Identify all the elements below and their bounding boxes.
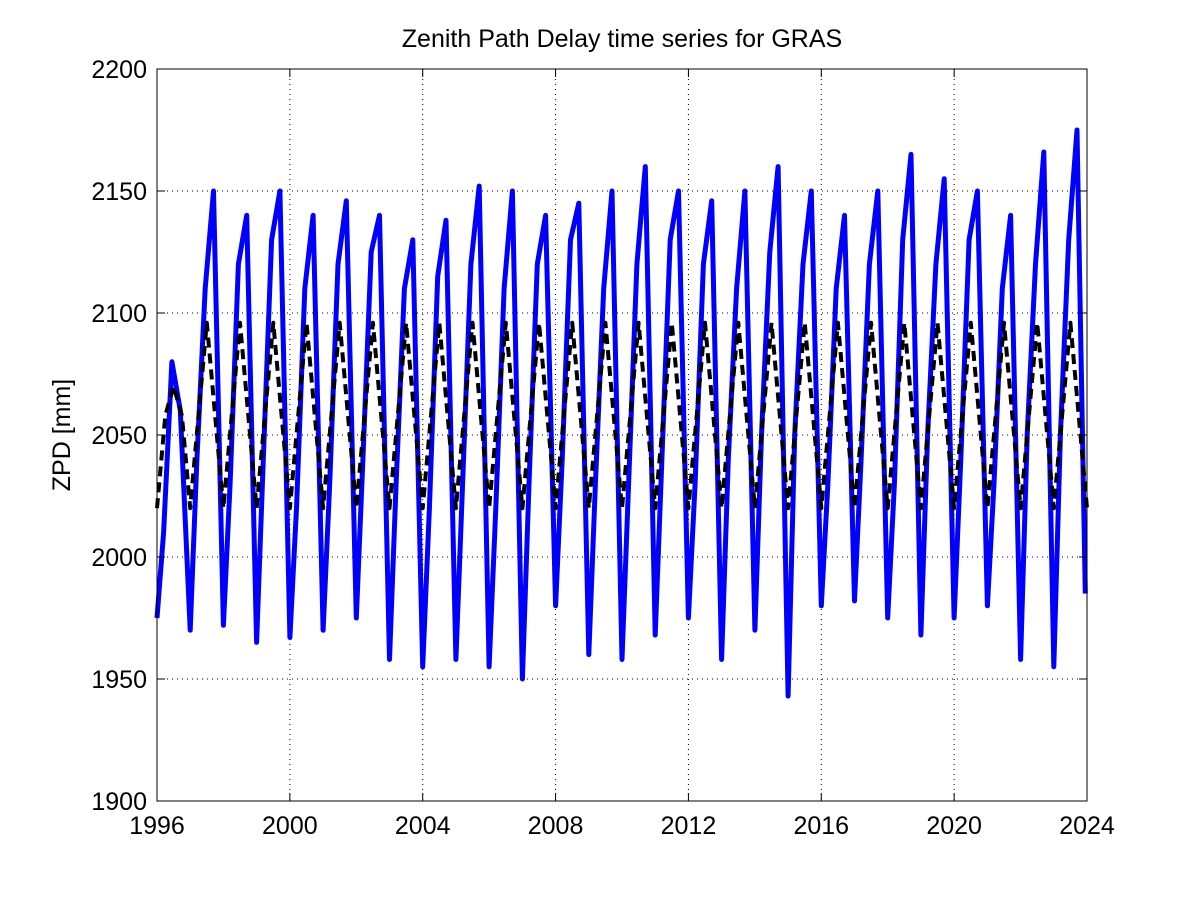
y-tick-label: 2200: [91, 56, 147, 84]
x-tick-label: 2016: [793, 812, 849, 840]
x-tick-label: 1996: [129, 812, 185, 840]
plot-layer: [154, 127, 1089, 699]
observed-series-line: [154, 127, 1088, 699]
y-tick-label: 2100: [91, 300, 147, 328]
model-series-line: [155, 320, 1089, 511]
chart-title: Zenith Path Delay time series for GRAS: [402, 25, 842, 53]
x-tick-label: 2024: [1059, 812, 1115, 840]
y-axis-label: ZPD [mm]: [48, 379, 76, 492]
x-tick-label: 2008: [528, 812, 584, 840]
y-tick-label: 1950: [91, 666, 147, 694]
y-tick-label: 2050: [91, 422, 147, 450]
x-tick-label: 2020: [926, 812, 982, 840]
x-tick-label: 2012: [661, 812, 717, 840]
y-tick-label: 2150: [91, 178, 147, 206]
x-tick-label: 2004: [395, 812, 451, 840]
x-tick-label: 2000: [262, 812, 318, 840]
y-tick-label: 1900: [91, 788, 147, 816]
tick-layer: 1996 2000 2004 2008 2012 2016 2020 2024 1900 1950…: [91, 56, 1115, 840]
y-tick-label: 2000: [91, 544, 147, 572]
